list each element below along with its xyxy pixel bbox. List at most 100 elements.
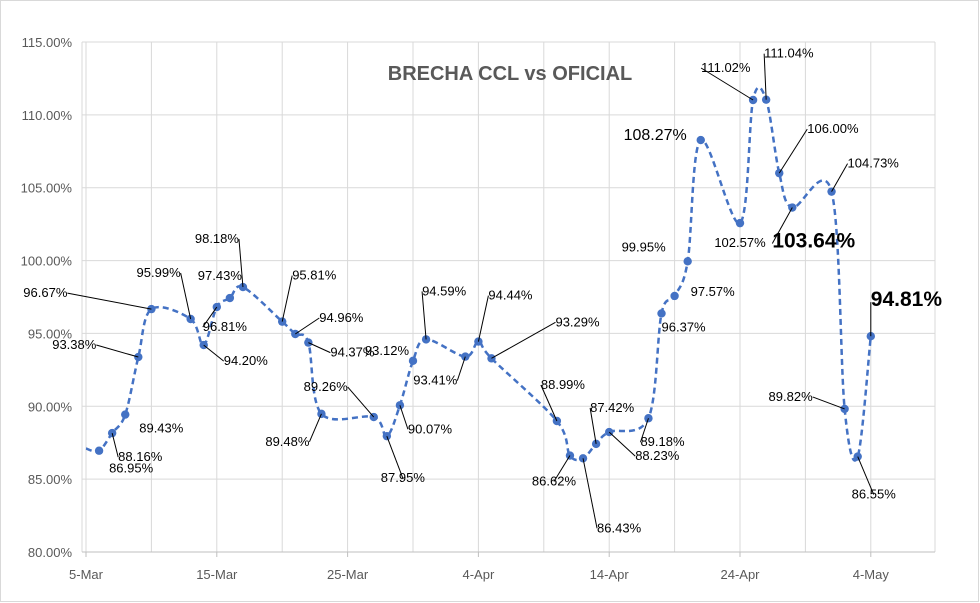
data-label: 89.26% xyxy=(304,379,349,394)
data-label: 87.95% xyxy=(381,470,426,485)
label-leader-line xyxy=(553,455,571,482)
label-leader-line xyxy=(477,295,489,342)
data-label: 104.73% xyxy=(848,156,900,171)
label-leader-line xyxy=(540,384,558,422)
data-label: 86.43% xyxy=(597,520,642,535)
x-tick-label: 14-Apr xyxy=(590,567,630,582)
data-point xyxy=(748,95,758,105)
data-point xyxy=(670,291,679,301)
data-label: 111.04% xyxy=(764,46,814,61)
x-tick-label: 4-Apr xyxy=(463,567,495,582)
x-tick-label: 15-Mar xyxy=(196,567,238,582)
data-point xyxy=(121,410,130,419)
label-leader-line xyxy=(778,128,808,174)
data-label: 108.27% xyxy=(624,127,687,144)
label-leader-line xyxy=(491,321,556,359)
label-leader-line xyxy=(347,386,375,418)
data-label: 98.18% xyxy=(195,231,240,246)
data-label: 89.18% xyxy=(640,434,685,449)
data-label: 94.44% xyxy=(488,288,533,303)
label-leader-line xyxy=(399,405,409,430)
label-leader-line xyxy=(308,342,331,354)
data-point xyxy=(94,446,104,455)
data-label: 88.99% xyxy=(541,377,586,392)
label-leader-line xyxy=(203,344,225,362)
data-point xyxy=(212,302,221,312)
data-point xyxy=(395,401,405,410)
label-leader-line xyxy=(295,317,320,335)
series-line xyxy=(85,86,873,462)
data-label: 89.48% xyxy=(265,434,310,449)
label-leader-line xyxy=(67,292,152,310)
data-label: 89.82% xyxy=(769,389,814,404)
data-point xyxy=(408,356,418,366)
axes: 80.00% 85.00% 90.00% 95.00% 100.00% 105.00% 11… xyxy=(21,35,935,582)
label-leader-line xyxy=(386,435,404,479)
y-tick-label: 85.00% xyxy=(28,472,73,487)
label-leader-line xyxy=(857,456,875,495)
label-leader-line xyxy=(812,396,845,410)
data-point xyxy=(683,257,692,266)
data-label: 93.41% xyxy=(413,373,458,388)
x-tick-label: 5-Mar xyxy=(69,567,104,582)
label-leader-line xyxy=(180,272,192,320)
data-point xyxy=(761,95,771,104)
y-tick-label: 105.00% xyxy=(21,181,73,196)
data-label: 97.57% xyxy=(691,284,736,299)
data-labels: 86.95%88.16% 89.43% 93.38% 96.67% 95.99% 94.2… xyxy=(23,46,942,536)
data-label: 95.81% xyxy=(292,268,337,283)
label-leader-line xyxy=(831,163,848,192)
data-label: 90.07% xyxy=(408,421,453,436)
label-leader-line xyxy=(763,53,767,100)
y-tick-label: 80.00% xyxy=(28,545,73,560)
data-label: 96.67% xyxy=(23,285,68,300)
data-label: 88.23% xyxy=(635,448,680,463)
data-label: 94.96% xyxy=(319,310,364,325)
data-label: 94.59% xyxy=(422,283,467,298)
y-tick-label: 110.00% xyxy=(22,108,73,123)
label-leader-line xyxy=(582,458,598,529)
label-leader-line xyxy=(96,344,139,358)
label-leader-line xyxy=(771,207,793,244)
data-label: 102.57% xyxy=(714,235,766,250)
data-label: 89.43% xyxy=(139,421,184,436)
data-point xyxy=(657,309,666,318)
data-label: 88.16% xyxy=(118,449,163,464)
data-label: 86.95% xyxy=(109,461,154,476)
label-leader-line xyxy=(456,356,466,381)
data-label: 94.20% xyxy=(224,353,269,368)
data-point xyxy=(382,431,392,441)
label-leader-line xyxy=(639,418,649,443)
data-point xyxy=(487,354,496,363)
y-tick-label: 90.00% xyxy=(28,399,73,414)
y-tick-label: 95.00% xyxy=(28,326,73,341)
label-leader-line xyxy=(281,275,293,322)
data-label: 95.99% xyxy=(137,265,182,280)
label-leader-line xyxy=(700,67,754,101)
data-point xyxy=(565,451,575,460)
label-leader-line xyxy=(111,432,119,458)
data-label: 106.00% xyxy=(807,121,859,136)
label-leader-line xyxy=(202,306,218,328)
x-tick-label: 4-May xyxy=(853,567,890,582)
series-line-path xyxy=(85,86,873,462)
data-label: 96.81% xyxy=(203,319,248,334)
label-leader-line xyxy=(308,413,322,443)
data-label: 93.38% xyxy=(52,337,97,352)
data-point xyxy=(225,293,235,303)
data-point xyxy=(696,135,705,145)
x-tick-label: 25-Mar xyxy=(327,567,369,582)
data-label: 103.64% xyxy=(772,230,855,253)
data-label: 99.95% xyxy=(622,239,667,254)
data-point xyxy=(291,329,300,339)
data-label: 111.02% xyxy=(701,60,751,75)
label-leader-line xyxy=(608,431,636,457)
label-leader-line xyxy=(238,239,244,288)
x-tick-label: 24-Apr xyxy=(720,567,760,582)
data-point xyxy=(107,428,117,438)
label-leader-line xyxy=(589,407,597,444)
data-label: 96.37% xyxy=(662,319,707,334)
